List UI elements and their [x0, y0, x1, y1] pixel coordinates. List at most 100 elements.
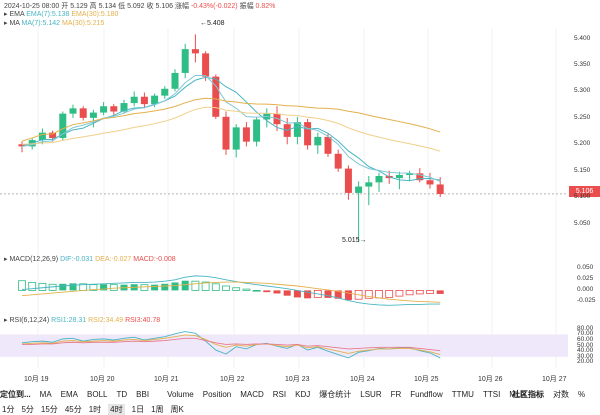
- macd-value: MACD:-0.008: [133, 256, 176, 263]
- indicator-button-position[interactable]: Position: [202, 389, 232, 399]
- candle-body: [110, 106, 118, 112]
- candle-body: [222, 116, 230, 150]
- indicator-button-ttsi[interactable]: TTSI: [482, 389, 501, 399]
- macd-histogram-bar: [385, 289, 394, 298]
- indicator-button-rsi[interactable]: RSI: [272, 389, 287, 399]
- macd-histogram-bar: [18, 280, 26, 291]
- date-label: 10月 24: [350, 376, 375, 383]
- candle-body: [273, 113, 281, 125]
- macd-histogram-bar: [273, 290, 281, 294]
- header-datetime: 2024-10-25 08:00: [4, 3, 60, 10]
- indicator-button-bbi[interactable]: BBI: [136, 389, 150, 399]
- macd-histogram-bar: [109, 284, 118, 291]
- macd-histogram-bar: [151, 284, 159, 291]
- candle-body: [18, 144, 26, 147]
- candle-body: [140, 96, 148, 105]
- indicator-button-volume[interactable]: Volume: [167, 389, 194, 399]
- candle-body: [120, 103, 128, 112]
- macd-histogram-bar: [293, 290, 301, 298]
- ema30-value: EMA(30):5.180: [71, 11, 119, 18]
- indicator-toolbar: 定位到... MA EMA BOLL TD BBI Volume Position MACD RS…: [0, 387, 600, 401]
- interval-8[interactable]: 周K: [170, 404, 184, 414]
- date-label: 10月 25: [414, 376, 439, 383]
- collapse-icon[interactable]: ▸: [4, 317, 8, 324]
- rsi3-value: RSI3:40.78: [125, 317, 161, 324]
- indicator-button-ema[interactable]: EMA: [60, 389, 79, 399]
- price-tick-label: 5.250: [574, 113, 591, 121]
- indicator-button-boll[interactable]: BOLL: [87, 389, 108, 399]
- candle-body: [242, 127, 250, 142]
- macd-histogram-bar: [38, 282, 47, 291]
- ema7-line: [21, 74, 441, 182]
- ema30-line: [21, 106, 441, 152]
- macd-histogram-bar: [28, 282, 37, 291]
- date-label: 10月 27: [542, 376, 567, 383]
- candle-body: [89, 112, 97, 118]
- candle-body: [151, 95, 159, 105]
- indicator-button-td[interactable]: TD: [116, 389, 128, 399]
- collapse-icon[interactable]: ▸: [4, 11, 8, 18]
- change-value: -0.43%(-0.022): [190, 3, 238, 10]
- toolbar-right: 社区指标 对数 %: [512, 387, 594, 401]
- high-label: 高: [89, 3, 97, 10]
- macd-marks: [18, 275, 444, 306]
- candlestick-chart[interactable]: [0, 0, 600, 385]
- indicator-button-定位到-[interactable]: 定位到...: [0, 389, 31, 399]
- interval-5[interactable]: 4时: [108, 403, 125, 415]
- dif-value: DIF:-0.031: [60, 256, 94, 263]
- candle-body: [293, 122, 301, 137]
- indicator-button-爆仓统计[interactable]: 爆仓统计: [319, 389, 352, 399]
- candle-body: [232, 127, 240, 150]
- rsi-tick-label: 80.00: [577, 324, 594, 332]
- open-value: 5.129: [70, 3, 88, 10]
- indicator-button-ma[interactable]: MA: [39, 389, 52, 399]
- macd-histogram-bar: [344, 290, 352, 301]
- indicator-button-fundflow[interactable]: Fundflow: [410, 389, 443, 399]
- macd-histogram-bar: [211, 283, 220, 291]
- indicator-button-mlr[interactable]: MLR: [509, 389, 527, 399]
- indicator-button-ttmu[interactable]: TTMU: [451, 389, 474, 399]
- collapse-icon[interactable]: ▸: [4, 256, 8, 263]
- interval-2[interactable]: 15分: [40, 404, 58, 414]
- log-scale-button[interactable]: 对数: [553, 389, 569, 399]
- community-indicators-button[interactable]: 社区指标: [512, 389, 544, 399]
- candle-body: [365, 182, 373, 187]
- rsi2-value: RSI2:34.49: [88, 317, 124, 324]
- macd-tick-label: 0.050: [577, 264, 594, 272]
- percent-scale-button[interactable]: %: [578, 389, 586, 399]
- macd-legend[interactable]: ▸ MACD(12,26,9) DIF:-0.031 DEA:-0.027 MA…: [4, 255, 176, 263]
- interval-4[interactable]: 1时: [88, 404, 102, 414]
- macd-histogram-bar: [59, 283, 67, 291]
- date-label: 10月 23: [285, 376, 310, 383]
- indicator-button-kdj[interactable]: KDJ: [295, 389, 311, 399]
- price-tick-label: 5.150: [574, 166, 591, 174]
- ma-legend[interactable]: ▸ MA MA(7):5.142 MA(30):5.215: [4, 19, 104, 27]
- indicator-button-lsur[interactable]: LSUR: [360, 389, 382, 399]
- interval-1[interactable]: 5分: [21, 404, 34, 414]
- interval-0[interactable]: 1分: [2, 404, 15, 414]
- indicator-button-fr[interactable]: FR: [390, 389, 402, 399]
- macd-histogram-bar: [181, 280, 189, 291]
- candle-body: [436, 184, 444, 194]
- indicator-button-macd[interactable]: MACD: [240, 389, 264, 399]
- rsi-tick-label: 60.00: [577, 336, 594, 343]
- candle-body: [375, 176, 383, 183]
- price-tick-label: 5.350: [574, 61, 591, 68]
- high-annotation-value: 5.408: [207, 20, 225, 27]
- interval-7[interactable]: 1周: [151, 404, 164, 414]
- rsi-tick-label: 20.00: [577, 358, 594, 366]
- price-tick-label: 5.200: [574, 140, 591, 148]
- candle-body: [314, 136, 322, 146]
- rsi-legend[interactable]: ▸ RSI(6,12,24) RSI1:28.31 RSI2:34.49 RSI…: [4, 316, 160, 324]
- candle-body: [253, 119, 261, 142]
- candle-body: [171, 72, 179, 89]
- macd-histogram-bar: [171, 282, 179, 291]
- candle-body: [191, 49, 199, 54]
- interval-6[interactable]: 1日: [131, 404, 145, 414]
- rsi2-line: [21, 334, 441, 355]
- collapse-icon[interactable]: ▸: [4, 20, 8, 27]
- interval-3[interactable]: 45分: [64, 404, 82, 414]
- ema-legend[interactable]: ▸ EMA EMA(7):5.138 EMA(30):5.180: [4, 10, 118, 18]
- macd-tick-label: 0.025: [577, 275, 594, 283]
- macd-histogram-bar: [201, 281, 210, 291]
